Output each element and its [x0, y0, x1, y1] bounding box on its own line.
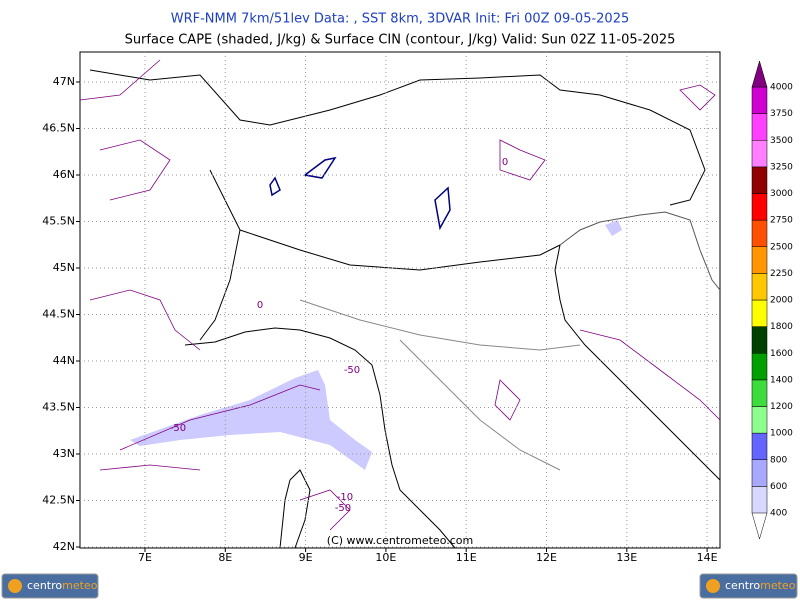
- colorbar-arrow: [751, 60, 768, 88]
- colorbar-box: [751, 140, 768, 168]
- colorbar-box: [751, 353, 768, 381]
- lat-label: 46.5N: [42, 122, 75, 135]
- lon-label: 14E: [697, 551, 718, 564]
- po-valley-border: [239, 229, 561, 271]
- colorbar-box: [751, 406, 768, 434]
- coastline: [559, 211, 721, 291]
- lakes: [269, 156, 451, 231]
- lat-label: 43.5N: [42, 401, 75, 414]
- lat-label: 47N: [53, 75, 75, 88]
- border: [199, 169, 241, 341]
- colorbar-box: [751, 299, 768, 327]
- colorbar-label: 1600: [770, 349, 793, 359]
- coastline: [554, 244, 721, 481]
- lon-label: 8E: [218, 551, 232, 564]
- colorbar-label: 2250: [770, 269, 793, 279]
- colorbar-label: 1000: [770, 429, 793, 439]
- graticule: 7E 8E 9E 10E 11E 12E 13E 14E 47N 46.5N 46N 45.5N 45N…: [42, 52, 720, 564]
- contour-label: -50: [344, 365, 360, 376]
- logo-part: meteo: [62, 579, 98, 592]
- colorbar-label: 2500: [770, 242, 793, 252]
- colorbar-label: 2000: [770, 296, 793, 306]
- logo-part: meteo: [760, 579, 796, 592]
- lon-label: 7E: [138, 551, 152, 564]
- logo-text: centrometeo: [725, 579, 796, 592]
- colorbar-label: 600: [770, 482, 787, 492]
- logo-left: centrometeo: [1, 573, 99, 599]
- map-subtitle: Surface CAPE (shaded, J/kg) & Surface CI…: [125, 33, 676, 48]
- map-frame: [79, 51, 721, 549]
- colorbar-label: 1200: [770, 402, 793, 412]
- colorbar-label: 1400: [770, 375, 793, 385]
- colorbar-label: 3500: [770, 136, 793, 146]
- logo-part: centro: [27, 579, 62, 592]
- contour-label: 0: [257, 300, 263, 311]
- contour-label: 0: [502, 157, 508, 168]
- cape-shading: [605, 220, 622, 236]
- colorbar-label: 3000: [770, 189, 793, 199]
- lon-label: 11E: [456, 551, 477, 564]
- colorbar-box: [751, 459, 768, 487]
- colorbar-box: [751, 246, 768, 274]
- lat-label: 44.5N: [42, 308, 75, 321]
- contour-label: -50: [170, 423, 186, 434]
- colorbar-box: [751, 193, 768, 221]
- colorbar-box: [751, 219, 768, 247]
- lat-label: 45.5N: [42, 215, 75, 228]
- colorbar-box: [751, 326, 768, 354]
- map-title: WRF-NMM 7km/51lev Data: , SST 8km, 3DVAR…: [171, 12, 630, 27]
- colorbar: 400 600 800 1000 1200 1400 1600 1800 2000 2250 250…: [751, 60, 793, 540]
- lon-label: 12E: [536, 551, 557, 564]
- colorbar-box: [751, 113, 768, 141]
- logo-part: centro: [725, 579, 760, 592]
- contour-label: -50: [335, 503, 351, 514]
- colorbar-box: [751, 432, 768, 460]
- lon-label: 10E: [375, 551, 396, 564]
- colorbar-box: [751, 86, 768, 114]
- lat-label: 43N: [53, 447, 75, 460]
- lat-label: 42N: [53, 540, 75, 553]
- region-border: [299, 299, 581, 471]
- lat-label: 46N: [53, 168, 75, 181]
- lat-label: 45N: [53, 261, 75, 274]
- contour-label: -10: [337, 492, 353, 503]
- cape-shading: [130, 370, 372, 470]
- colorbar-box: [751, 379, 768, 407]
- copyright: (C) www.centrometeo.com: [327, 534, 473, 547]
- colorbar-tail: [751, 512, 768, 540]
- colorbar-label: 2750: [770, 216, 793, 226]
- lat-label: 42.5N: [42, 494, 75, 507]
- colorbar-label: 400: [770, 509, 787, 519]
- lat-label: 44N: [53, 354, 75, 367]
- colorbar-label: 3250: [770, 162, 793, 172]
- lon-label: 9E: [299, 551, 313, 564]
- colorbar-label: 3750: [770, 109, 793, 119]
- lon-label: 13E: [616, 551, 637, 564]
- coastline: [184, 327, 456, 549]
- colorbar-label: 4000: [770, 83, 793, 93]
- colorbar-label: 1800: [770, 322, 793, 332]
- logo-right: centrometeo: [699, 573, 798, 599]
- border: [89, 69, 706, 206]
- logo-text: centrometeo: [27, 579, 98, 592]
- colorbar-box: [751, 166, 768, 194]
- colorbar-box: [751, 486, 768, 514]
- colorbar-label: 800: [770, 455, 787, 465]
- colorbar-box: [751, 273, 768, 301]
